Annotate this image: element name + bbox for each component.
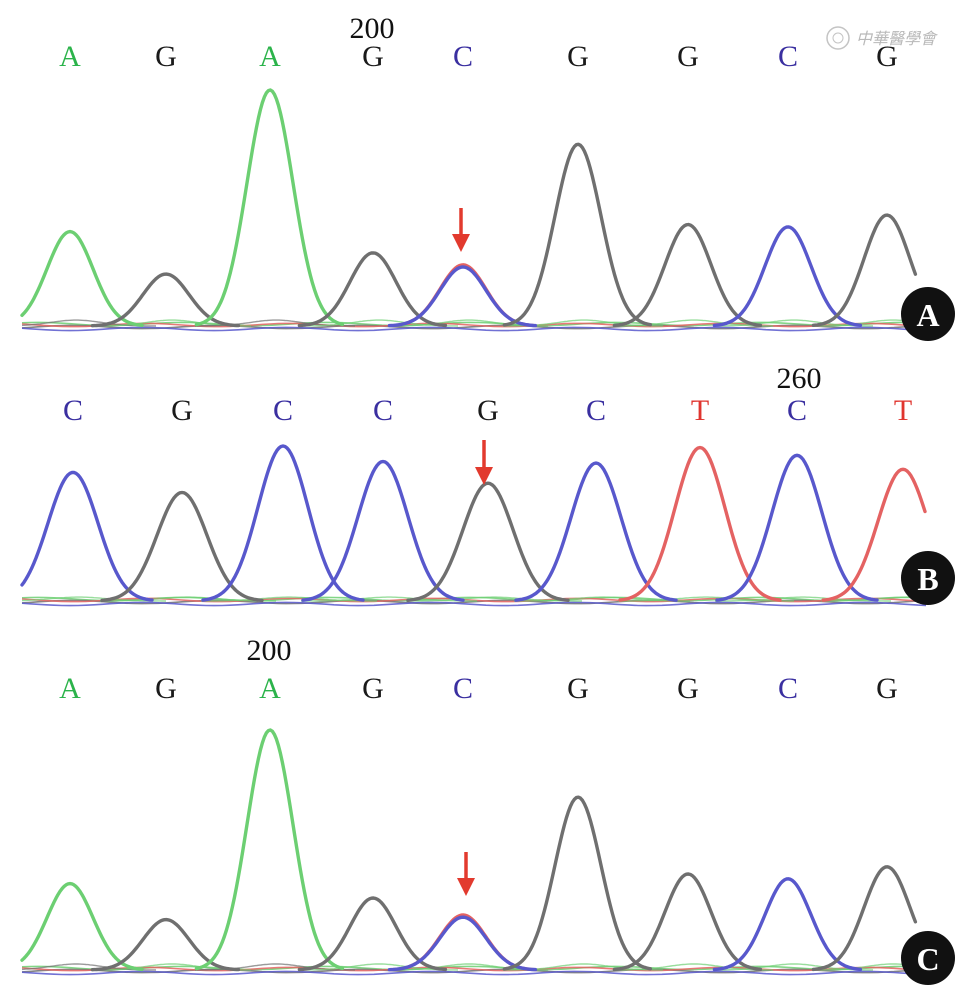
base-call-g: G xyxy=(567,40,589,73)
base-call-g: G xyxy=(362,672,384,705)
watermark-seal-icon xyxy=(826,26,850,50)
base-call-c: C xyxy=(778,40,798,73)
panel-badge: B xyxy=(901,551,955,605)
crosstalk-bump xyxy=(618,596,794,602)
panel-label: C xyxy=(916,941,939,977)
crosstalk-bump xyxy=(298,319,459,327)
position-number: 200 xyxy=(350,12,395,45)
base-call-g: G xyxy=(155,672,177,705)
chromatogram-panel-a: 200 A G A G C G G C G A xyxy=(20,12,955,341)
base-call-a: A xyxy=(59,40,81,73)
arrow-head xyxy=(452,234,470,252)
baseline-trace-a xyxy=(21,321,910,327)
peak-g xyxy=(502,795,653,971)
base-call-c: C xyxy=(63,394,83,427)
peak-t xyxy=(821,467,927,602)
peak-g xyxy=(811,213,918,327)
base-call-c: C xyxy=(586,394,606,427)
baseline-trace-a xyxy=(21,965,910,971)
watermark: 中華醫學會 xyxy=(826,26,938,50)
arrow-head xyxy=(475,467,493,485)
mutation-arrow xyxy=(457,852,475,896)
arrow-head xyxy=(457,878,475,896)
panel-badge-circle xyxy=(901,931,955,985)
base-call-g: G xyxy=(155,40,177,73)
peak-a xyxy=(194,88,345,327)
base-call-c: C xyxy=(778,672,798,705)
peak-g xyxy=(811,865,918,972)
fluorescence-traces xyxy=(20,88,918,332)
watermark-seal-inner xyxy=(832,32,844,44)
base-call-a: A xyxy=(259,40,281,73)
peak-c xyxy=(387,265,538,328)
position-number: 260 xyxy=(777,362,822,395)
peak-g xyxy=(502,142,653,327)
base-call-g: G xyxy=(876,40,898,73)
crosstalk-bump xyxy=(100,596,276,602)
peak-g xyxy=(612,872,763,972)
panel-label: B xyxy=(917,561,938,597)
peak-a xyxy=(194,728,345,971)
baseline-trace-c xyxy=(21,970,911,976)
position-number: 200 xyxy=(247,634,292,667)
base-call-c: C xyxy=(373,394,393,427)
peak-c xyxy=(20,470,154,602)
crosstalk-bump xyxy=(201,596,377,602)
crosstalk-bump xyxy=(298,963,459,971)
base-call-a: A xyxy=(59,672,81,705)
base-call-g: G xyxy=(362,40,384,73)
base-call-g: G xyxy=(876,672,898,705)
panel-badge-circle xyxy=(901,551,955,605)
baseline-trace-c xyxy=(21,326,911,332)
peak-g xyxy=(612,222,763,328)
mutation-arrow xyxy=(475,440,493,485)
base-call-c: C xyxy=(273,394,293,427)
chromatogram-panel-b: 260 C G C C G C T C T B xyxy=(20,362,955,607)
base-call-g: G xyxy=(677,672,699,705)
peak-g xyxy=(297,251,448,328)
peak-t xyxy=(618,445,782,602)
baseline-trace-c xyxy=(21,601,927,607)
base-call-g: G xyxy=(477,394,499,427)
panel-badge: A xyxy=(901,287,955,341)
peak-c xyxy=(387,915,538,972)
peak-c xyxy=(201,444,365,602)
mutation-arrow xyxy=(452,208,470,252)
peak-g xyxy=(90,917,241,972)
base-call-g: G xyxy=(567,672,589,705)
crosstalk-bump xyxy=(812,319,917,327)
base-call-g: G xyxy=(677,40,699,73)
fluorescence-traces xyxy=(20,444,927,607)
base-call-t: T xyxy=(691,394,709,427)
peak-g xyxy=(90,272,241,328)
base-call-c: C xyxy=(453,40,473,73)
panel-badge: C xyxy=(901,931,955,985)
fluorescence-traces xyxy=(20,728,918,976)
base-call-c: C xyxy=(787,394,807,427)
base-call-g: G xyxy=(171,394,193,427)
peak-c xyxy=(514,461,678,602)
base-call-c: C xyxy=(453,672,473,705)
crosstalk-bump xyxy=(812,963,917,971)
base-call-a: A xyxy=(259,672,281,705)
chromatogram-panel-c: 200 A G A G C G G C G C xyxy=(20,634,955,985)
base-call-t: T xyxy=(894,394,912,427)
panel-badge-circle xyxy=(901,287,955,341)
panel-label: A xyxy=(916,297,939,333)
peak-g xyxy=(100,490,264,603)
watermark-text: 中華醫學會 xyxy=(856,30,938,48)
